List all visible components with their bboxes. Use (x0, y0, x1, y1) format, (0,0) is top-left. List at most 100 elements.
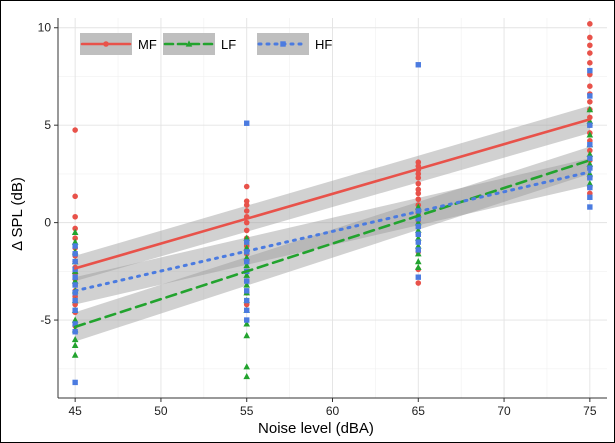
x-axis-title: Noise level (dBA) (258, 420, 374, 437)
data-point-mf (415, 180, 422, 187)
data-point-hf (244, 258, 250, 265)
data-point-lf (243, 234, 251, 241)
y-tick-label: 5 (44, 118, 51, 132)
data-point-hf (72, 282, 78, 288)
data-point-hf (244, 239, 250, 245)
data-point-hf (587, 184, 593, 191)
data-point-hf (587, 93, 593, 99)
data-point-lf (414, 263, 422, 271)
data-point-lf (586, 150, 594, 158)
data-point-hf (415, 239, 421, 245)
data-point-hf (415, 223, 421, 230)
data-point-hf (72, 251, 78, 257)
fit-line-hf (73, 170, 592, 293)
legend-label-lf: LF (221, 37, 236, 52)
data-point-mf (243, 219, 250, 226)
data-point-mf (243, 227, 250, 234)
data-point-mf (72, 193, 78, 200)
data-point-mf (243, 183, 250, 190)
data-point-lf (414, 242, 422, 249)
data-point-hf (415, 231, 421, 238)
data-point-mf (415, 174, 422, 181)
data-point-lf (243, 281, 251, 288)
data-point-mf (415, 159, 422, 166)
data-point-hf (244, 120, 250, 126)
x-tick-label: 70 (497, 404, 511, 418)
data-point-lf (71, 341, 79, 348)
data-point-lf (586, 131, 594, 138)
data-point-lf (243, 320, 251, 327)
legend-marker-lf (185, 40, 193, 47)
x-tick-label: 60 (326, 404, 340, 418)
data-point-mf (243, 198, 250, 204)
data-point-lf (414, 250, 422, 257)
legend-label-hf: HF (315, 37, 332, 52)
x-tick-label: 55 (240, 404, 254, 418)
data-point-mf (72, 235, 78, 242)
fit-line-mf (73, 118, 592, 270)
data-point-lf (586, 180, 594, 187)
data-point-hf (72, 307, 78, 314)
data-point-hf (587, 122, 593, 128)
data-point-lf (71, 238, 79, 245)
data-point-lf (243, 244, 251, 251)
data-point-hf (415, 247, 421, 253)
data-point-lf (243, 254, 251, 261)
data-point-hf (415, 62, 421, 68)
y-tick-label: -5 (40, 313, 51, 327)
data-point-lf (71, 277, 79, 284)
data-point-hf (415, 216, 421, 222)
x-tick-label: 65 (412, 404, 426, 418)
data-point-mf (415, 186, 422, 193)
data-point-hf (72, 290, 78, 296)
x-tick-label: 75 (583, 404, 597, 418)
data-point-mf (243, 208, 250, 214)
data-point-hf (244, 317, 250, 323)
data-point-mf (72, 213, 78, 220)
data-point-mf (415, 190, 422, 197)
y-tick-label: 10 (38, 21, 52, 35)
data-point-lf (71, 351, 79, 358)
data-point-hf (415, 274, 421, 280)
grid (58, 18, 607, 398)
data-point-lf (71, 335, 79, 343)
legend-marker-mf (103, 41, 109, 47)
data-point-hf (72, 274, 78, 280)
y-tick-label: 0 (44, 216, 51, 230)
data-point-mf (587, 83, 593, 90)
data-point-mf (72, 225, 78, 232)
data-point-lf (71, 228, 79, 235)
data-point-lf (414, 219, 422, 226)
data-point-mf (415, 196, 422, 203)
data-point-lf (243, 363, 251, 370)
legend: MF LF HF (80, 33, 332, 55)
data-point-mf (72, 127, 78, 133)
data-point-mf (587, 147, 593, 154)
confidence-band-lf (75, 146, 590, 342)
data-point-hf (587, 165, 593, 171)
data-point-lf (243, 271, 251, 278)
data-point-mf (587, 60, 593, 66)
data-point-hf (72, 321, 78, 327)
data-point-lf (414, 257, 422, 265)
data-point-hf (587, 175, 593, 181)
data-point-hf (72, 243, 78, 249)
data-point-hf (587, 67, 593, 74)
data-point-mf (415, 171, 422, 177)
data-point-lf (71, 316, 79, 323)
data-point-lf (414, 234, 422, 241)
data-point-hf (244, 297, 250, 304)
data-point-lf (243, 332, 251, 339)
axes: 45 50 55 60 65 70 75 -5 0 5 10 (38, 18, 607, 418)
data-point-lf (586, 105, 594, 113)
fit-lines (73, 118, 592, 329)
data-point-mf (587, 50, 593, 56)
data-point-hf (72, 329, 78, 335)
y-axis-title: Δ SPL (dB) (9, 177, 26, 251)
data-point-mf (587, 34, 593, 41)
data-point-hf (72, 297, 78, 304)
data-point-lf (586, 117, 594, 124)
data-point-hf (244, 288, 250, 294)
data-point-mf (243, 202, 250, 208)
